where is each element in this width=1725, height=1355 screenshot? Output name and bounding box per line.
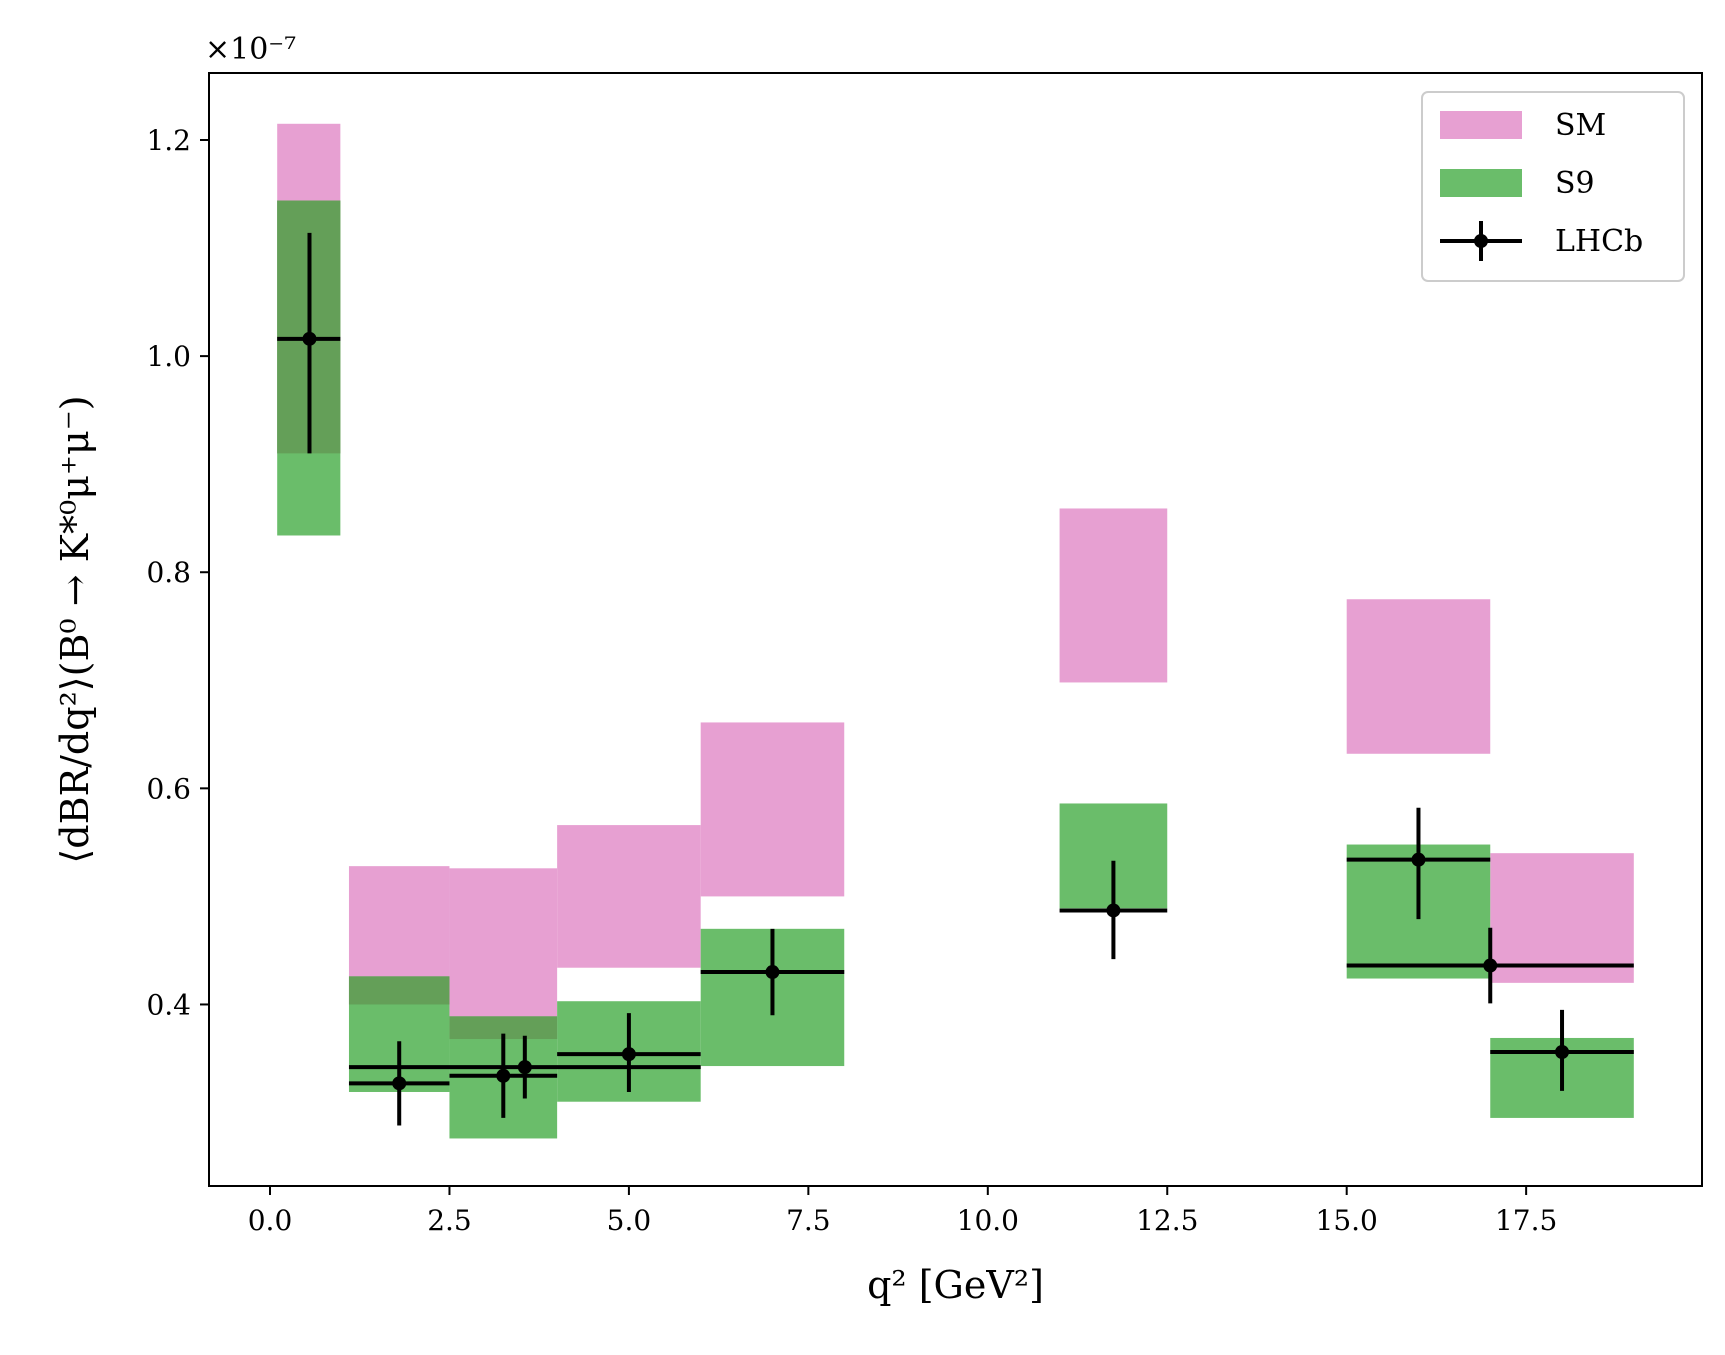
x-axis-label: q² [GeV²]: [867, 1263, 1044, 1307]
lhcb-point-0: [277, 232, 341, 454]
lhcb-point-1: [348, 1041, 450, 1126]
lhcb-marker-6: [1106, 903, 1121, 918]
x-tick-label-7: 17.5: [1495, 1204, 1557, 1237]
x-tick-label-6: 15.0: [1316, 1204, 1378, 1237]
sm-band-5: [1059, 508, 1168, 683]
legend-label-lhcb: LHCb: [1555, 224, 1643, 259]
legend: SM S9 LHCb: [1421, 91, 1685, 282]
y-axis-label: ⟨dBR/dq²⟩(B⁰ → K*⁰μ⁺μ⁻): [53, 395, 97, 863]
legend-item-sm: SM: [1440, 108, 1606, 143]
y-tick-label-4: 1.2: [146, 124, 191, 157]
lhcb-marker-0: [302, 331, 317, 346]
axes-layer: 0.0 2.5 5.0 7.5 10.0 12.5 15.0 17.5 0.4 0.6 0.8 1.0…: [53, 32, 1703, 1307]
legend-item-s9: S9: [1440, 166, 1595, 201]
lhcb-marker-5: [765, 965, 780, 980]
plot-frame: [208, 72, 1703, 1187]
sm-band-4: [700, 722, 845, 897]
lhcb-marker-8: [1483, 958, 1498, 973]
sm-band-7: [1490, 853, 1634, 983]
lhcb-point-5: [700, 928, 845, 1016]
x-tick-label-1: 2.5: [427, 1204, 472, 1237]
x-tick-label-4: 10.0: [957, 1204, 1019, 1237]
lhcb-point-9: [1490, 1009, 1634, 1091]
sm-band-2: [449, 868, 558, 1040]
lhcb-point-6: [1059, 860, 1168, 960]
x-tick-label-2: 5.0: [607, 1204, 652, 1237]
lhcb-marker-9: [1555, 1045, 1570, 1060]
y-tick-label-3: 1.0: [146, 340, 191, 373]
lhcb-point-8: [1346, 927, 1634, 1004]
lhcb-point-4: [557, 1013, 701, 1092]
lhcb-point-7: [1346, 807, 1491, 920]
sm-band-3: [557, 825, 701, 968]
lhcb-marker-7: [1411, 852, 1426, 867]
lhcb-point-3: [348, 1035, 701, 1099]
legend-box: [1421, 91, 1685, 282]
legend-label-s9: S9: [1555, 166, 1595, 201]
sm-band-6: [1346, 599, 1491, 754]
lhcb-marker-1: [392, 1076, 407, 1091]
lhcb-marker-3: [517, 1060, 532, 1075]
overlap-band-1: [348, 976, 450, 1005]
y-offset-text: ×10⁻⁷: [205, 32, 296, 67]
legend-item-lhcb: LHCb: [1440, 221, 1643, 261]
legend-lhcb-marker: [1474, 234, 1488, 248]
y-tick-label-2: 0.8: [146, 556, 191, 589]
legend-swatch-s9: [1440, 169, 1522, 197]
x-tick-label-5: 12.5: [1136, 1204, 1198, 1237]
x-tick-label-3: 7.5: [786, 1204, 831, 1237]
y-tick-label-0: 0.4: [146, 988, 191, 1021]
legend-label-sm: SM: [1555, 108, 1606, 143]
lhcb-marker-4: [621, 1047, 636, 1062]
legend-swatch-sm: [1440, 111, 1522, 139]
y-tick-label-1: 0.6: [146, 772, 191, 805]
x-tick-label-0: 0.0: [248, 1204, 293, 1237]
lhcb-marker-2: [496, 1068, 511, 1083]
lhcb-point-2: [449, 1033, 558, 1118]
overlap-band-2: [449, 1016, 558, 1040]
errorbars-layer: [277, 232, 1634, 1126]
